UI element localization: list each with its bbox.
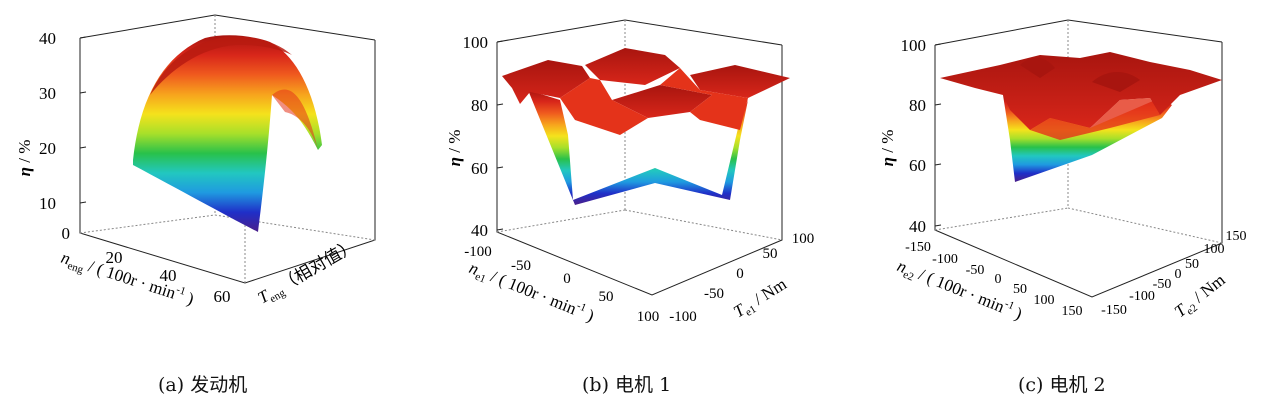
chart-a-xtick-label: 20 (106, 248, 123, 267)
chart-a-surface-flank (272, 89, 318, 150)
chart-c-zlabel: η / % (878, 130, 897, 167)
chart-c-ytick-label: 100 (1204, 242, 1225, 257)
chart-b-ytick-label: -50 (704, 286, 724, 302)
chart-b-xlabel: ne1 / ( 100r · min-1 ) (465, 257, 597, 328)
chart-b-ztick-label: 60 (471, 159, 488, 178)
chart-b-xtick-label: 50 (599, 289, 614, 305)
chart-c-box (934, 19, 1223, 298)
chart-a-surface (133, 35, 322, 233)
chart-a-ztick-label: 0 (62, 224, 71, 243)
svg-text:η / %: η / % (15, 140, 34, 177)
chart-b-zlabel: η / % (445, 130, 464, 167)
chart-c-ytick-label: 50 (1185, 257, 1199, 272)
chart-c-ytick-label: -50 (1153, 277, 1172, 292)
chart-b-box (496, 19, 783, 296)
chart-a: 40 30 20 10 0 20 40 60 η / % neng / ( 10… (15, 14, 376, 310)
chart-c-surface-top (940, 52, 1222, 130)
chart-a-ztick-label: 40 (39, 29, 56, 48)
chart-b-ytick-label: -100 (669, 309, 697, 325)
chart-b: 100 80 60 40 -100 -50 0 50 100 -100 -50 … (445, 19, 815, 328)
chart-c-xtick-label: -50 (966, 263, 985, 278)
chart-c-xtick-label: -100 (932, 252, 958, 267)
chart-c-ytick-label: 150 (1226, 229, 1247, 244)
chart-b-ytick-label: 50 (763, 246, 778, 262)
chart-b-xtick-label: -100 (464, 244, 492, 260)
chart-b-surface-top-back (585, 48, 680, 85)
chart-a-ztick-label: 30 (39, 84, 56, 103)
chart-b-surface-top-front (612, 85, 712, 118)
chart-c-xlabel: ne2 / ( 100r · min-1 ) (893, 255, 1025, 326)
caption-b: (b) 电机 1 (582, 374, 672, 396)
chart-b-xtick-label: 100 (637, 309, 660, 325)
chart-c-xtick-label: 0 (995, 272, 1002, 287)
chart-c: 100 80 60 40 -150 -100 -50 0 50 100 150 … (878, 19, 1247, 326)
chart-c-ztick-label: 60 (909, 156, 926, 175)
chart-c-ytick-label: -100 (1129, 289, 1155, 304)
chart-b-ztick-label: 40 (471, 221, 488, 240)
chart-c-xtick-label: 150 (1062, 304, 1083, 319)
chart-c-xtick-label: -150 (905, 240, 931, 255)
chart-a-xtick-label: 60 (214, 287, 231, 306)
chart-b-surface-slope-right (660, 68, 748, 130)
chart-c-xtick-label: 100 (1034, 293, 1055, 308)
chart-c-xtick-label: 50 (1013, 282, 1027, 297)
chart-a-ylabel: Teng（相对值） (255, 236, 362, 310)
chart-a-surface-ridge (150, 36, 292, 95)
chart-b-surface-trough (528, 90, 748, 205)
svg-text:η / %: η / % (878, 130, 897, 167)
chart-a-ztick-label: 20 (39, 139, 56, 158)
chart-c-ztick-label: 100 (901, 36, 927, 55)
svg-text:ne2 / ( 100r · min-1 ): ne2 / ( 100r · min-1 ) (893, 255, 1025, 326)
chart-a-xtick-label: 40 (160, 266, 177, 285)
chart-c-surface-bump-left (1020, 57, 1055, 78)
chart-b-surface-top-right (690, 65, 790, 98)
caption-a: (a) 发动机 (158, 374, 248, 396)
chart-b-ztick-label: 100 (463, 33, 489, 52)
chart-b-surface-top-left (502, 60, 590, 104)
chart-b-zticks (496, 40, 504, 231)
chart-a-zlabel: η / % (15, 140, 34, 177)
chart-b-ytick-label: 0 (736, 266, 744, 282)
chart-c-ytick-label: -150 (1101, 303, 1127, 318)
chart-c-surface-bump-right (1092, 71, 1140, 92)
caption-c: (c) 电机 2 (1018, 374, 1106, 396)
svg-text:Teng（相对值）: Teng（相对值） (255, 236, 362, 310)
chart-a-ztick-label: 10 (39, 194, 56, 213)
chart-c-ztick-label: 40 (909, 217, 926, 236)
svg-text:η / %: η / % (445, 130, 464, 167)
chart-c-surface-slope (1030, 98, 1160, 140)
chart-b-xtick-label: -50 (511, 258, 531, 274)
svg-text:ne1 / ( 100r · min-1 ): ne1 / ( 100r · min-1 ) (465, 257, 597, 328)
chart-b-xtick-label: 0 (563, 271, 571, 287)
chart-b-ytick-label: 100 (792, 231, 815, 247)
chart-b-surface-slope-left (560, 78, 648, 135)
chart-b-ztick-label: 80 (471, 96, 488, 115)
chart-a-zticks (79, 36, 87, 204)
chart-c-zticks (934, 43, 942, 227)
chart-c-ztick-label: 80 (909, 96, 926, 115)
chart-c-ytick-label: 0 (1175, 267, 1182, 282)
